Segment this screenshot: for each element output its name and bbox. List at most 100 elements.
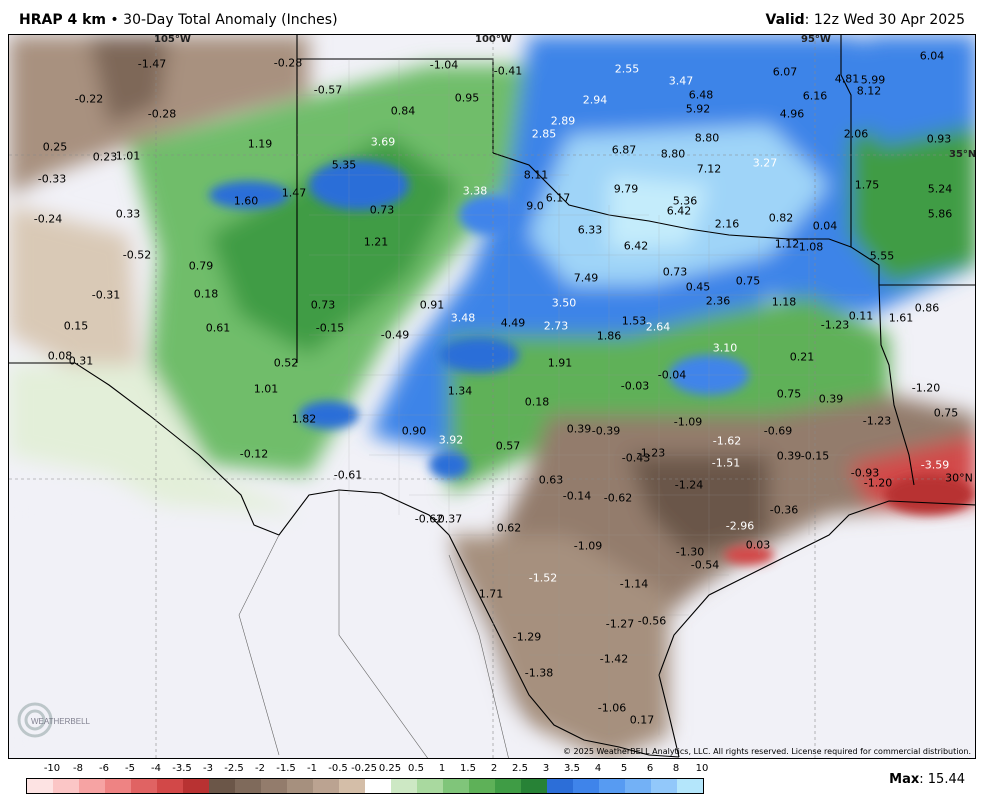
legend-tick-label: -3.5 [172,763,192,774]
anomaly-value-label: 0.82 [768,211,794,225]
legend-swatch [235,779,261,793]
anomaly-value-label: 2.73 [543,319,569,333]
anomaly-value-label: 3.92 [438,433,464,447]
anomaly-value-label: -1.23 [820,318,850,332]
legend-tick-label: -3 [203,763,213,774]
header: HRAP 4 km • 30-Day Total Anomaly (Inches… [0,0,984,34]
max-label: Max [889,772,920,787]
anomaly-value-label: 0.62 [496,521,522,535]
anomaly-value-label: -1.23 [636,446,666,460]
anomaly-value-label: 0.75 [776,387,802,401]
anomaly-value-label: -0.93 [850,466,880,480]
copyright-text: © 2025 WeatherBELL Analytics, LLC. All r… [563,747,971,756]
legend-tick-label: 4 [594,763,602,774]
anomaly-value-label: 0.73 [369,203,395,217]
anomaly-value-label: -1.20 [911,381,941,395]
anomaly-value-label: -1.52 [528,571,558,585]
anomaly-value-label: 9.79 [613,182,639,196]
legend-tick-label: -6 [99,763,109,774]
map-subtitle: 30-Day Total Anomaly (Inches) [123,12,338,28]
anomaly-value-label: 0.39 [776,449,802,463]
anomaly-value-label: 2.16 [714,217,740,231]
legend-tick-label: -8 [73,763,83,774]
anomaly-value-label: 4.96 [779,107,805,121]
anomaly-value-label: -0.62 [414,512,444,526]
anomaly-value-label: 6.87 [611,143,637,157]
legend-swatch [105,779,131,793]
anomaly-value-label: -1.20 [863,476,893,490]
anomaly-value-label: 3.38 [462,184,488,198]
anomaly-value-label: -1.42 [599,652,629,666]
anomaly-value-label: -0.14 [562,489,592,503]
anomaly-value-label: 6.04 [919,49,945,63]
legend-swatch [339,779,365,793]
anomaly-field [9,35,975,758]
legend-tick-label: 3 [542,763,550,774]
anomaly-value-label: 5.55 [869,249,895,263]
anomaly-value-label: 2.36 [705,294,731,308]
anomaly-value-label: -0.52 [122,248,152,262]
anomaly-value-label: 0.93 [926,132,952,146]
legend-tick-label: 0.25 [378,763,402,774]
svg-text:WEATHERBELL: WEATHERBELL [31,717,91,726]
legend-swatch [391,779,417,793]
legend-swatch [651,779,677,793]
anomaly-value-label: 0.21 [789,350,815,364]
legend-swatch [313,779,339,793]
anomaly-value-label: 6.07 [772,65,798,79]
lat-35-label: 35°N [949,149,976,160]
legend-swatch [521,779,547,793]
anomaly-value-label: -0.57 [313,83,343,97]
anomaly-value-label: -0.43 [621,451,651,465]
anomaly-value-label: -0.31 [91,288,121,302]
logo-swirl-icon: WEATHERBELL [17,702,91,738]
anomaly-value-label: -0.04 [657,368,687,382]
anomaly-value-label: 1.21 [363,235,389,249]
anomaly-value-label: 0.84 [390,104,416,118]
anomaly-value-label: 7.49 [573,271,599,285]
anomaly-value-label: 0.52 [273,356,299,370]
anomaly-value-label: 6.42 [666,204,692,218]
anomaly-value-label: 1.75 [854,178,880,192]
anomaly-value-label: 2.06 [843,127,869,141]
anomaly-value-label: 1.19 [247,137,273,151]
legend-swatch [495,779,521,793]
anomaly-value-label: 2.64 [645,320,671,334]
anomaly-value-label: 1.01 [253,382,279,396]
anomaly-value-label: 0.15 [63,319,89,333]
legend-tick-label: -5 [125,763,135,774]
anomaly-value-label: 3.47 [668,74,694,88]
legend-tick-label: -4 [151,763,161,774]
anomaly-value-label: 30°N [945,471,973,485]
anomaly-value-label: -1.24 [674,478,704,492]
map-canvas [9,35,975,758]
anomaly-value-label: 0.73 [662,265,688,279]
anomaly-detail [209,160,974,565]
legend-swatch [53,779,79,793]
anomaly-value-label: 1.60 [233,194,259,208]
legend-tick-label: -2.5 [224,763,244,774]
legend-swatch [261,779,287,793]
anomaly-value-label: 8.12 [856,84,882,98]
anomaly-value-label: -0.22 [74,92,104,106]
anomaly-value-label: 4.49 [500,316,526,330]
anomaly-value-label: 7.12 [696,162,722,176]
anomaly-value-label: -1.04 [429,58,459,72]
anomaly-value-label: 0.17 [629,713,655,727]
legend-swatch [547,779,573,793]
anomaly-value-label: 6.42 [623,239,649,253]
anomaly-value-label: -1.29 [512,630,542,644]
anomaly-value-label: 4.81 [834,72,860,86]
anomaly-value-label: -0.62 [603,491,633,505]
anomaly-value-label: 5.86 [927,207,953,221]
legend-swatch [469,779,495,793]
anomaly-value-label: 2.89 [550,114,576,128]
legend-swatch [183,779,209,793]
valid-time-value: 12z Wed 30 Apr 2025 [813,12,965,28]
anomaly-value-label: 0.33 [115,207,141,221]
anomaly-value-label: 3.48 [450,311,476,325]
lon-105-label: 105°W [154,34,191,45]
anomaly-value-label: -1.47 [137,57,167,71]
legend-tick-label: 6 [646,763,654,774]
anomaly-value-label: -0.28 [273,56,303,70]
